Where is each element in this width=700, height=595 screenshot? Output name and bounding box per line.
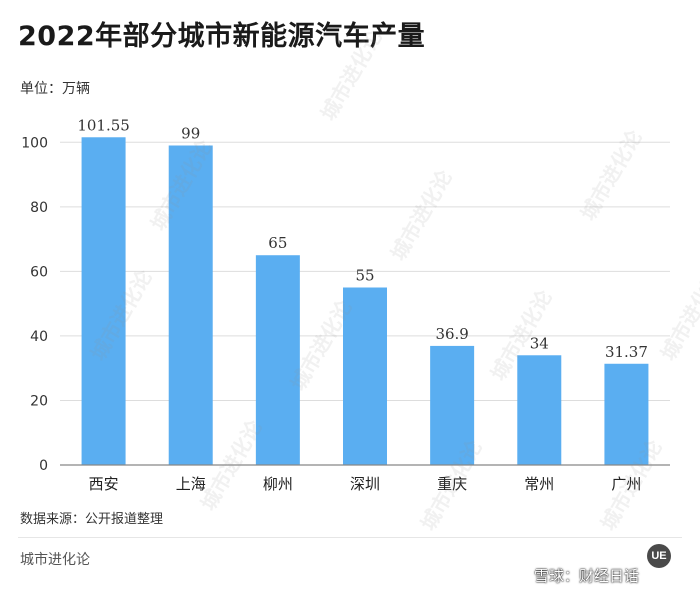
data-label: 101.55 xyxy=(77,116,130,134)
x-tick-label: 西安 xyxy=(89,475,119,493)
data-label: 36.9 xyxy=(435,325,468,343)
x-tick-label: 上海 xyxy=(176,475,206,493)
data-source-note: 数据来源：公开报道整理 xyxy=(20,512,164,527)
data-label: 34 xyxy=(530,334,549,352)
data-label: 65 xyxy=(268,234,287,252)
bar-5 xyxy=(430,345,475,465)
snowball-icon xyxy=(515,568,529,583)
y-tick-label: 60 xyxy=(30,264,48,280)
brand-name: 城市进化论 xyxy=(20,552,90,568)
unit-label: 单位：万辆 xyxy=(20,81,90,97)
platform-watermark: 雪球：财经日话 xyxy=(515,565,639,586)
bar-3 xyxy=(255,255,300,465)
y-tick-label: 20 xyxy=(30,393,48,409)
bar-2 xyxy=(168,145,213,465)
x-tick-label: 常州 xyxy=(524,475,554,493)
footer-divider xyxy=(18,537,682,538)
y-tick-label: 40 xyxy=(30,329,48,345)
y-tick-label: 0 xyxy=(39,458,48,474)
bar-6 xyxy=(517,355,562,465)
x-tick-label: 柳州 xyxy=(263,475,293,493)
bar-4 xyxy=(343,287,387,465)
bar-chart: 0 20 40 60 80 100 101.55 西安 99 上海 65 柳州 55 深圳 36.9 重庆 34… xyxy=(21,116,670,493)
chart-title: 2022年部分城市新能源汽车产量 xyxy=(18,21,426,52)
data-label: 55 xyxy=(355,267,374,285)
platform-watermark-text: 雪球：财经日话 xyxy=(534,567,640,585)
y-tick-label: 80 xyxy=(30,200,48,216)
bar-1 xyxy=(81,137,126,466)
y-tick-label: 100 xyxy=(21,135,48,151)
x-tick-label: 深圳 xyxy=(350,475,380,493)
data-label: 99 xyxy=(181,125,200,143)
x-tick-label: 广州 xyxy=(611,475,641,493)
brand-logo-badge: UE xyxy=(647,544,671,568)
x-tick-label: 重庆 xyxy=(437,475,467,493)
bar-7 xyxy=(604,363,649,465)
data-label: 31.37 xyxy=(605,343,648,361)
